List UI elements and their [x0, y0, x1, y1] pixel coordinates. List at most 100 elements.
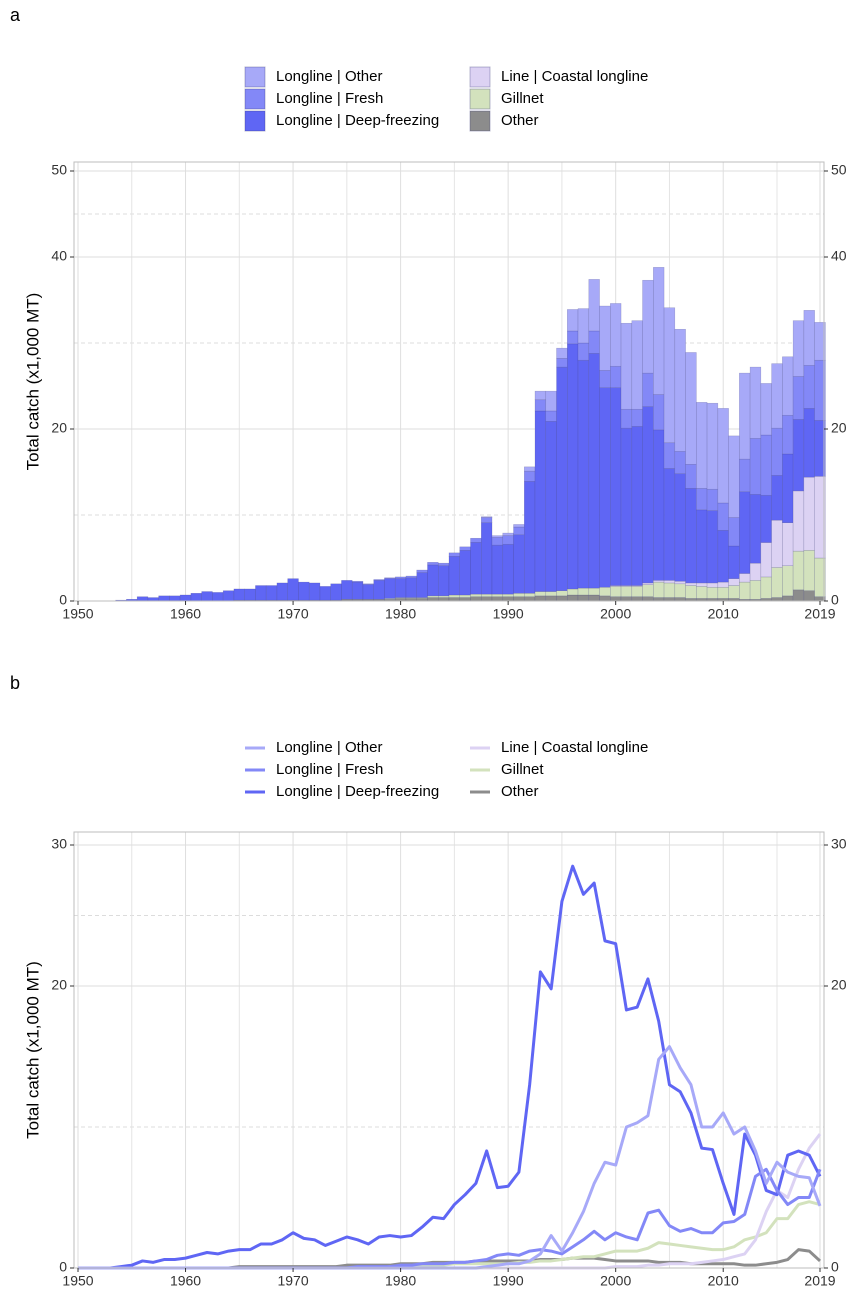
x-tick-label: 1960 [170, 1273, 201, 1289]
bar-segment [803, 310, 815, 366]
bar-segment [771, 567, 783, 598]
bar-segment [427, 562, 439, 566]
bar-segment [610, 365, 622, 388]
bar-segment [663, 468, 676, 581]
bar-segment [448, 556, 461, 596]
bar-segment [706, 402, 719, 490]
x-tick-label: 2010 [708, 1273, 739, 1289]
bar-segment [599, 586, 611, 597]
bar-segment [437, 565, 450, 597]
bar-segment [674, 473, 686, 582]
legend-label: Gillnet [501, 761, 544, 778]
y-tick-label: 40 [51, 248, 67, 264]
bar-segment [782, 565, 794, 597]
bar-segment [706, 586, 719, 599]
bar-segment [653, 580, 665, 583]
bar-segment [319, 586, 331, 601]
bar-segment [179, 594, 192, 602]
bar-segment [599, 387, 611, 588]
bar-segment [663, 582, 676, 598]
bar-segment [201, 591, 213, 602]
bar-segment [556, 595, 568, 602]
bar-segment [782, 522, 794, 566]
bar-segment [696, 586, 708, 599]
bar-segment [803, 590, 815, 602]
y2-tick-label: 0 [831, 1259, 839, 1275]
bar-segment [577, 594, 590, 602]
bar-segment [610, 596, 622, 602]
bar-segment [663, 307, 676, 444]
bar-segment [653, 581, 665, 598]
bar-segment [545, 410, 557, 422]
bar-segment [545, 591, 557, 597]
y2-tick-label: 20 [831, 977, 847, 993]
bar-segment [491, 537, 504, 546]
bar-segment [706, 510, 719, 584]
legend-swatch [244, 110, 266, 132]
bar-segment [792, 376, 805, 420]
y2-tick-label: 50 [831, 162, 847, 178]
bar-segment [803, 476, 815, 551]
bar-segment [567, 588, 579, 596]
legend-swatch [469, 110, 491, 132]
bar-segment [642, 406, 654, 584]
bar-segment [362, 584, 374, 600]
x-tick-label: 2000 [600, 1273, 631, 1289]
bar-segment [642, 596, 654, 602]
bar-segment [491, 593, 504, 597]
x-tick-label: 1990 [493, 1273, 524, 1289]
plot-border [73, 831, 825, 1269]
bar-segment [502, 596, 514, 602]
bar-segment [782, 414, 794, 455]
y-axis-title: Total catch (x1,000 MT) [23, 961, 42, 1139]
bar-segment [577, 342, 590, 361]
bar-segment [760, 383, 772, 436]
bar-segment [814, 359, 826, 421]
bar-segment [588, 330, 600, 354]
bar-segment [728, 578, 740, 586]
bar-segment [760, 494, 772, 543]
legend-label: Longline | Other [276, 739, 382, 756]
bar-segment [513, 526, 525, 536]
bar-segment [782, 453, 794, 523]
bar-segment [620, 408, 633, 429]
bar-segment [696, 488, 708, 511]
bar-segment [276, 582, 288, 601]
bar-segment [427, 595, 439, 598]
legend-label: Line | Coastal longline [501, 68, 648, 85]
bar-segment [685, 352, 697, 465]
bar-segment [567, 309, 579, 332]
bar-segment [567, 330, 579, 345]
bar-segment [588, 353, 600, 589]
bar-segment [685, 585, 697, 599]
bar-segment [190, 593, 202, 602]
x-tick-label: 2000 [600, 606, 631, 622]
bar-segment [534, 591, 547, 597]
bar-segment [341, 580, 353, 600]
legend-label: Longline | Fresh [276, 761, 383, 778]
x-tick-label: 1970 [277, 1273, 308, 1289]
bar-segment [642, 584, 654, 597]
bar-segment [653, 597, 665, 602]
legend-label: Other [501, 783, 539, 800]
bar-segment [545, 421, 557, 592]
bar-segment [631, 586, 643, 597]
bar-segment [577, 308, 590, 344]
bar-segment [534, 595, 547, 602]
bar-segment [147, 597, 159, 602]
bar-segment [760, 434, 772, 496]
bar-segment [437, 562, 450, 566]
y2-tick-label: 20 [831, 420, 847, 436]
bar-segment [760, 542, 772, 578]
bar-segment [351, 580, 364, 583]
bar-segment [610, 303, 622, 367]
bar-segment [502, 543, 514, 595]
bar-segment [706, 582, 719, 588]
bar-segment [674, 328, 686, 452]
x-tick-label: 1950 [62, 1273, 93, 1289]
bar-segment [394, 576, 407, 579]
legend-label: Longline | Other [276, 68, 382, 85]
bar-segment [491, 535, 504, 538]
